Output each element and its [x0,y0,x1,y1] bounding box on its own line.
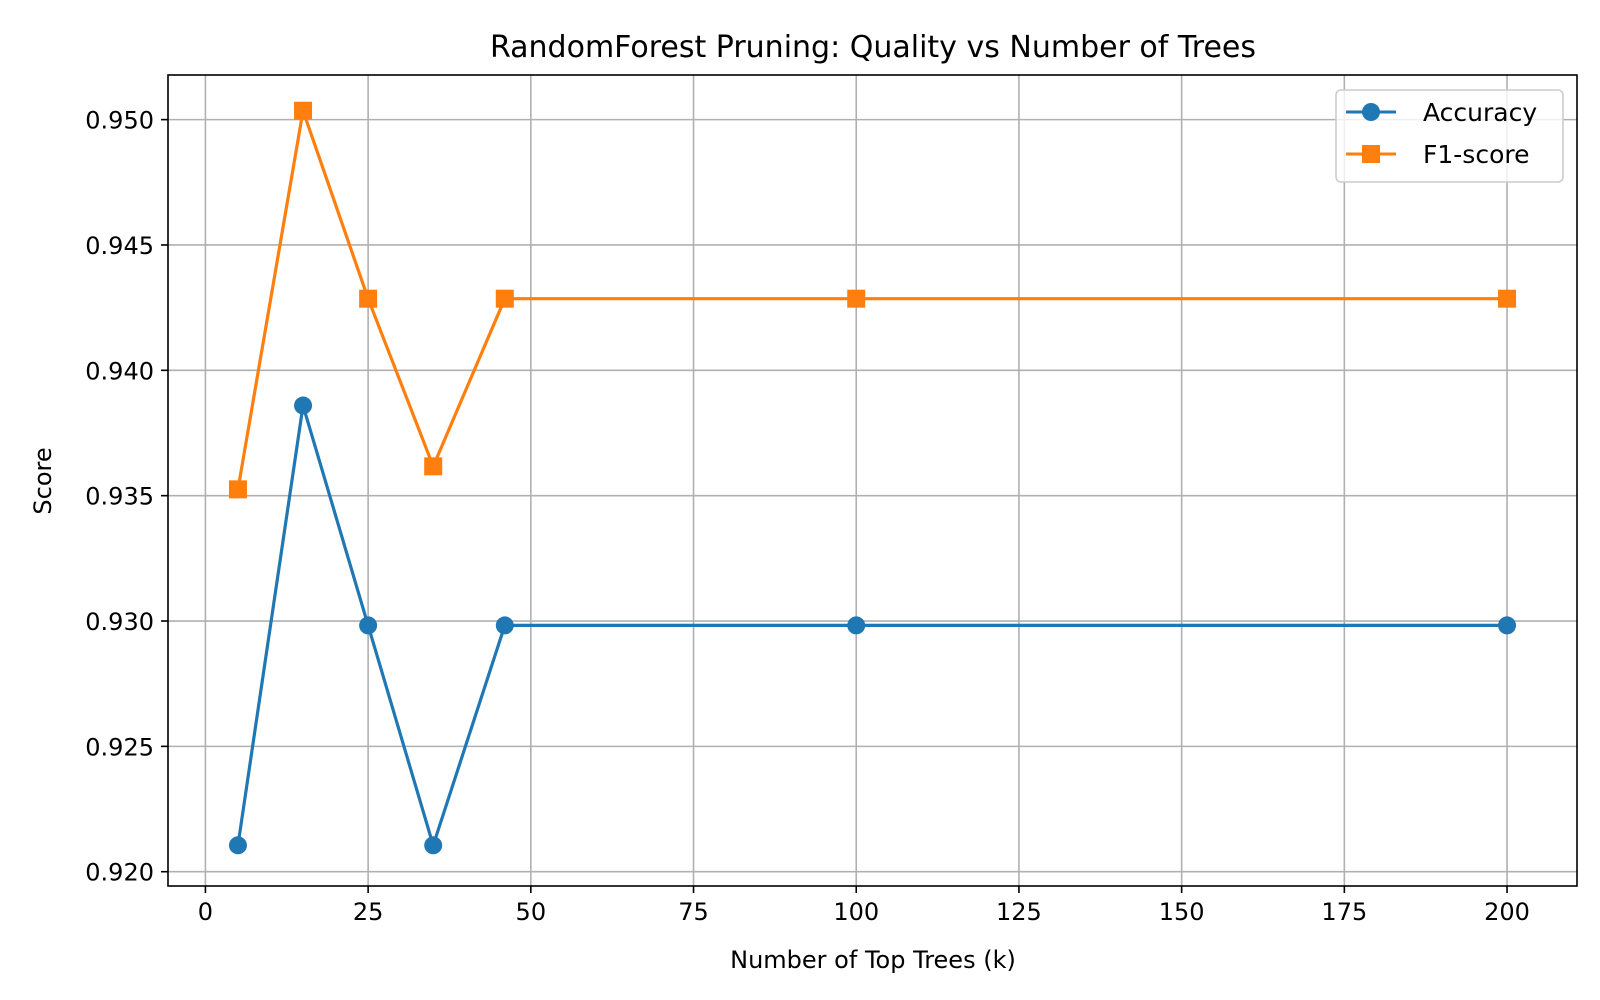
x-axis-label: Number of Top Trees (k) [730,946,1016,974]
legend-accuracy-label: Accuracy [1423,98,1537,127]
accuracy-point [847,616,866,635]
f1-score-point [424,457,443,476]
accuracy-point [424,836,443,855]
accuracy-point [359,616,378,635]
legend-f1-score-label: F1-score [1423,140,1529,169]
f1-score-point [495,289,514,308]
series-layer [228,101,1517,855]
plot-frame [167,74,1578,887]
y-tick-label: 0.940 [85,357,154,385]
x-tick-label: 150 [1159,898,1205,926]
legend-accuracy-marker [1362,103,1380,121]
y-tick-label: 0.935 [85,483,154,511]
f1-score-point [847,289,866,308]
grid-lines [168,75,1577,886]
f1-score-point [1498,289,1517,308]
y-tick-label: 0.950 [85,107,154,135]
f1-score-point [228,480,247,499]
legend: Accuracy F1-score [1335,89,1564,183]
chart-title: RandomForest Pruning: Quality vs Number … [490,30,1256,65]
accuracy-point [495,616,514,635]
y-tick-label: 0.930 [85,608,154,636]
f1-score-point [294,101,313,120]
x-tick-label: 175 [1321,898,1367,926]
y-tick-label: 0.925 [85,733,154,761]
x-axis: 0 25 50 75 100 125 150 175 200 [198,886,1530,926]
y-tick-label: 0.945 [85,232,154,260]
accuracy-point [294,396,313,415]
legend-f1-score-marker [1362,145,1380,163]
x-tick-label: 125 [996,898,1042,926]
x-tick-label: 75 [678,898,709,926]
plot-area [168,75,1577,886]
accuracy-point [1498,616,1517,635]
x-tick-label: 200 [1484,898,1530,926]
x-tick-label: 0 [198,898,213,926]
accuracy-point [228,836,247,855]
y-axis-label: Score [29,447,57,514]
x-tick-label: 100 [833,898,879,926]
y-axis: 0.920 0.925 0.930 0.935 0.940 0.945 0.950 [85,107,168,887]
y-tick-label: 0.920 [85,859,154,887]
x-tick-label: 25 [353,898,384,926]
f1-score-point [359,289,378,308]
x-tick-label: 50 [516,898,547,926]
